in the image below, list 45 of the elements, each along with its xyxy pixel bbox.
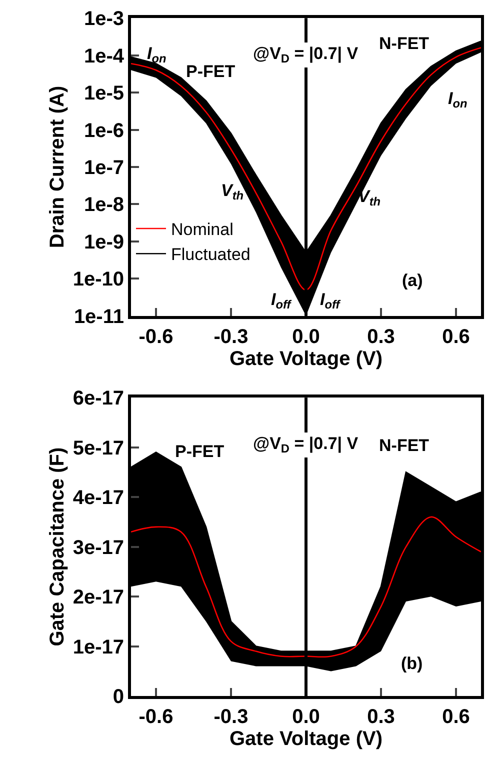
annotation: I$_{on}$ — [147, 44, 166, 66]
y-axis-title: Gate Capacitance (F) — [46, 447, 68, 646]
annotation: @V$_{D}$ = |0.7| V — [253, 44, 359, 66]
y-tick-label: 1e-8 — [84, 194, 124, 216]
y-tick-label: 1e-3 — [84, 8, 124, 30]
x-axis-title: Gate Voltage (V) — [230, 728, 382, 750]
annotation: P-FET — [186, 62, 236, 81]
y-tick-label: 5e-17 — [72, 437, 124, 460]
x-tick-label: 0.6 — [442, 326, 470, 348]
legend-label: Fluctuated — [171, 245, 250, 264]
x-tick-label: 0.0 — [292, 706, 320, 728]
annotation: P-FET — [175, 442, 225, 461]
x-tick-label: -0.6 — [138, 326, 174, 348]
y-axis-title: Drain Current (A) — [46, 86, 68, 248]
y-tick-label: 2e-17 — [72, 586, 124, 609]
y-tick-label: 1e-7 — [84, 157, 124, 180]
x-tick-label: -0.3 — [214, 326, 248, 348]
y-tick-label: 1e-17 — [72, 636, 124, 658]
y-tick-label: 1e-5 — [84, 82, 124, 105]
annotation: @V$_{D}$ = |0.7| V — [253, 434, 359, 456]
x-tick-label: 0.6 — [442, 706, 470, 728]
annotation: N-FET — [379, 34, 430, 53]
y-tick-label: 3e-17 — [72, 536, 124, 559]
y-tick-label: 1e-9 — [84, 231, 124, 254]
x-tick-label: 0.3 — [367, 706, 395, 728]
y-tick-label: 4e-17 — [72, 487, 124, 510]
y-tick-label: 1e-4 — [84, 45, 125, 68]
annotation: (a) — [402, 271, 423, 290]
y-tick-label: 6e-17 — [72, 388, 124, 410]
y-tick-label: 1e-10 — [72, 268, 124, 291]
x-axis-title: Gate Voltage (V) — [230, 348, 382, 370]
y-tick-label: 1e-11 — [74, 306, 124, 328]
x-tick-label: 0.0 — [292, 326, 320, 348]
x-tick-label: -0.3 — [214, 706, 248, 728]
annotation: I$_{off}$ — [271, 290, 292, 312]
x-tick-label: -0.6 — [138, 706, 174, 728]
annotation: I$_{on}$ — [448, 89, 468, 111]
annotation: N-FET — [379, 436, 430, 455]
annotation: I$_{off}$ — [320, 290, 341, 312]
y-tick-label: 0 — [112, 686, 124, 708]
annotation: (b) — [401, 654, 423, 673]
y-tick-label: 1e-6 — [84, 120, 124, 142]
legend-label: Nominal — [171, 220, 234, 240]
x-tick-label: 0.3 — [367, 326, 395, 348]
annotation: V$_{th}$ — [221, 181, 244, 203]
